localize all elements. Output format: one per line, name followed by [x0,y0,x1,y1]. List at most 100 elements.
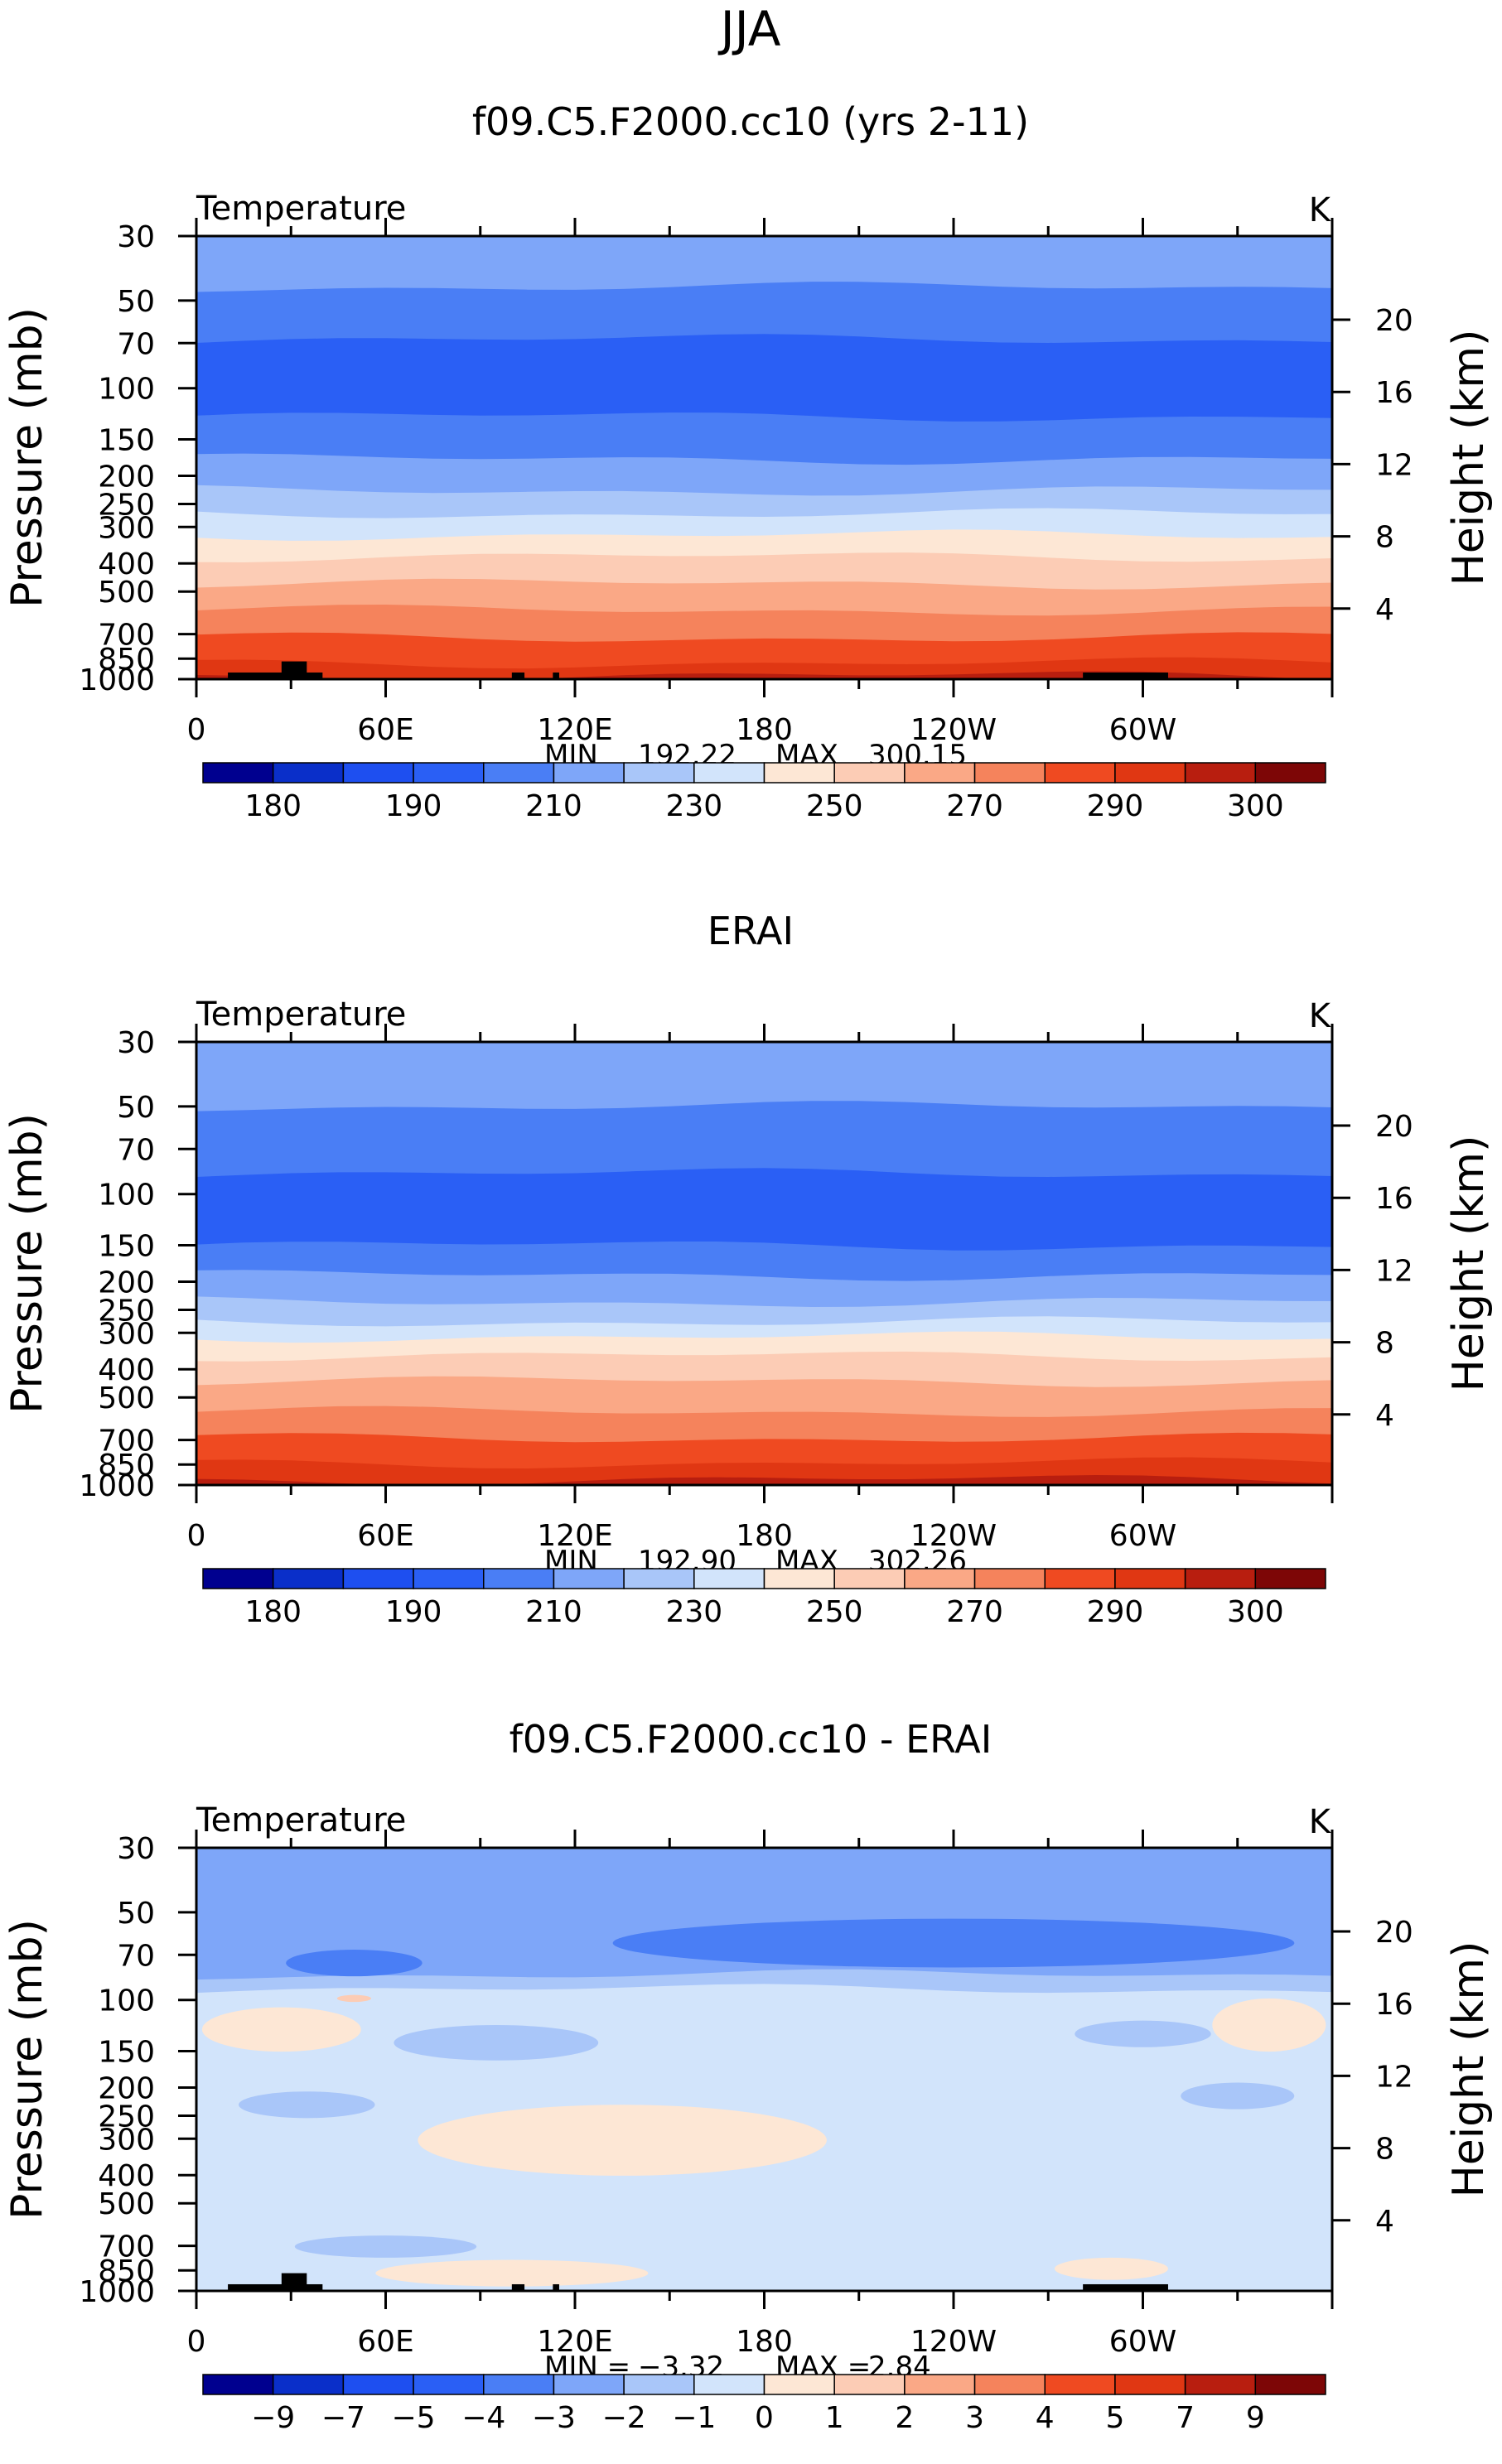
colorbar-swatch [904,2374,976,2395]
panel-2: ERAI Temperature K 0 60E 120E 180 120W 60W 30 50 70… [2,909,1494,1629]
colorbar-swatch [833,2374,906,2395]
x-tick-label: 120E [537,713,612,747]
colorbar-swatch [904,762,976,784]
contour-blob [336,1994,371,2003]
y2-tick-label: 20 [1375,1110,1413,1144]
colorbar-label: 250 [806,789,863,823]
y2-tick-label: 16 [1375,1182,1413,1216]
colorbar-label: 300 [1227,789,1284,823]
y-tick-label: 400 [98,1353,155,1387]
colorbar-swatch [693,762,765,784]
y-tick-label: 250 [98,1294,155,1328]
colorbar-swatch [413,1568,485,1589]
y2-tick-label: 20 [1375,304,1413,338]
units-label: K [1309,1803,1332,1841]
colorbar-label: −9 [251,2401,295,2435]
y2-tick-label: 4 [1375,593,1394,627]
page-title: JJA [718,1,781,57]
x-tick-label: 60E [357,713,414,747]
colorbar-swatch [693,1568,765,1589]
y-tick-label: 1000 [79,2275,155,2309]
colorbar-swatch [1254,762,1326,784]
colorbar-swatch [763,762,835,784]
y-tick-label: 30 [117,1026,155,1060]
colorbar-swatch [1184,1568,1257,1589]
y2-tick-label: 12 [1375,448,1413,482]
y-tick-label: 250 [98,488,155,522]
colorbar-swatch [623,1568,695,1589]
y-tick-label: 700 [98,1425,155,1459]
units-label: K [1309,191,1332,229]
colorbar-swatch [1044,2374,1116,2395]
colorbar-label: 5 [1105,2401,1124,2435]
colorbar-swatch [483,762,555,784]
y-tick-label: 100 [98,373,155,407]
y2-tick-label: 4 [1375,1399,1394,1433]
y2-axis-title: Height (km) [1444,1941,1494,2198]
contour-blob [239,2091,375,2119]
colorbar-swatch [693,2374,765,2395]
y-tick-label: 30 [117,1832,155,1866]
x-tick-label: 60W [1109,713,1176,747]
colorbar-swatch [763,2374,835,2395]
y-tick-label: 70 [117,327,155,361]
colorbar-label: 250 [806,1595,863,1629]
colorbar-label: −2 [602,2401,646,2435]
x-tick-label: 120W [910,2325,997,2359]
colorbar-swatch [342,2374,414,2395]
terrain-mask [228,2283,323,2291]
terrain-mask [511,2283,525,2291]
y-tick-label: 50 [117,285,155,319]
colorbar-label: 270 [946,1595,1003,1629]
y-tick-label: 300 [98,1317,155,1351]
colorbar-swatch [1114,762,1186,784]
y-tick-label: 50 [117,1897,155,1931]
y-tick-label: 850 [98,643,155,677]
colorbar-swatch [623,2374,695,2395]
x-tick-label: 60W [1109,2325,1176,2359]
colorbar-label: 230 [665,789,722,823]
colorbar-swatch [833,1568,906,1589]
contour-blob [1054,2257,1168,2280]
colorbar-swatch [272,2374,345,2395]
colorbar-swatch [1114,2374,1186,2395]
contour-band [196,1475,1332,1485]
y-tick-label: 150 [98,2036,155,2070]
y-axis-title: Pressure (mb) [2,1113,52,1414]
panel-title: ERAI [708,909,794,953]
colorbar-label: 210 [525,789,582,823]
y-tick-label: 50 [117,1091,155,1125]
x-tick-label: 120W [910,1519,997,1553]
colorbar-swatch [483,2374,555,2395]
y-tick-label: 200 [98,460,155,494]
colorbar-label: −7 [321,2401,365,2435]
colorbar-label: 270 [946,789,1003,823]
x-tick-label: 120E [537,2325,612,2359]
y2-tick-label: 16 [1375,1988,1413,2022]
terrain-mask [553,2283,559,2291]
colorbar-label: 300 [1227,1595,1284,1629]
colorbar-swatch [1184,2374,1257,2395]
contour-blob [612,1918,1295,1968]
contour-blob [394,2025,599,2061]
x-tick-label: 60E [357,2325,414,2359]
contour-blob [418,2105,827,2176]
y-tick-label: 300 [98,511,155,545]
colorbar-swatch [272,1568,345,1589]
y2-tick-label: 20 [1375,1916,1413,1950]
colorbar-label: 210 [525,1595,582,1629]
colorbar-label: 2 [895,2401,914,2435]
colorbar-label: 4 [1036,2401,1055,2435]
colorbar-swatch [763,1568,835,1589]
colorbar-swatch [973,1568,1046,1589]
colorbar-label: 9 [1246,2401,1265,2435]
y2-tick-label: 8 [1375,2133,1394,2167]
terrain-mask [228,672,323,679]
colorbar-swatch [904,1568,976,1589]
y-tick-label: 400 [98,2159,155,2193]
terrain-mask [281,2273,307,2291]
colorbar-swatch [202,1568,274,1589]
colorbar-swatch [202,2374,274,2395]
colorbar-label: −5 [392,2401,436,2435]
y-tick-label: 850 [98,1449,155,1483]
